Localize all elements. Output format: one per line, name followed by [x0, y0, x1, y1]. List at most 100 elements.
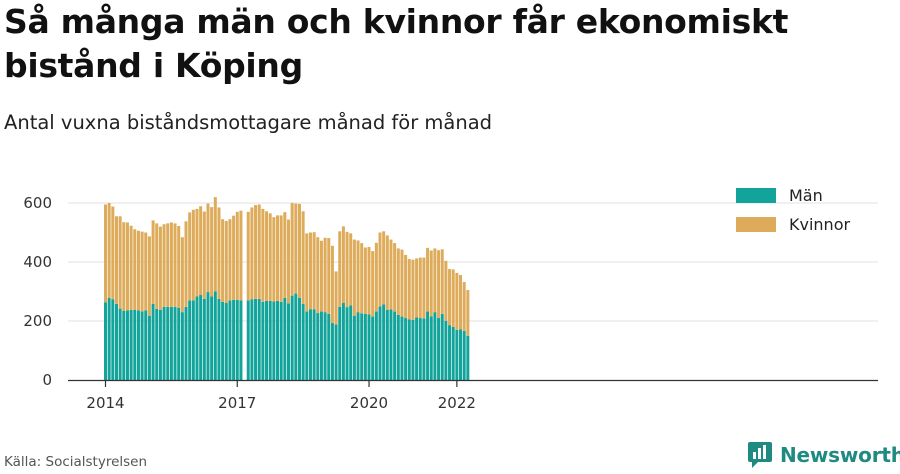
bar-kvinnor: [268, 213, 272, 301]
bar-man: [297, 297, 301, 380]
bar-man: [294, 293, 298, 380]
bar-man: [389, 309, 393, 380]
bar-man: [312, 309, 316, 380]
bar-kvinnor: [462, 282, 466, 332]
bar-kvinnor: [305, 233, 309, 312]
axes: 0 200 400 600 2014 2017 2020 2022: [23, 194, 878, 412]
bar-kvinnor: [111, 206, 115, 300]
bar-kvinnor: [312, 232, 316, 310]
bar-kvinnor: [217, 207, 221, 299]
bar-man: [305, 311, 309, 380]
bar-kvinnor: [104, 204, 107, 303]
bar-man: [250, 299, 254, 380]
bar-man: [400, 316, 404, 380]
bar-man: [239, 300, 243, 380]
bar-man: [155, 308, 159, 380]
bar-man: [290, 295, 294, 380]
bar-man: [301, 303, 305, 380]
brand-name: Newsworthy: [780, 443, 900, 467]
bar-man: [279, 301, 283, 380]
bar-kvinnor: [429, 250, 433, 317]
bar-kvinnor: [151, 220, 155, 304]
bar-man: [385, 309, 389, 380]
bar-man: [268, 300, 272, 380]
bar-man: [125, 310, 129, 380]
y-tick-label: 200: [23, 312, 52, 330]
bar-man: [448, 325, 452, 380]
bar-man: [235, 299, 239, 380]
bar-man: [407, 319, 411, 380]
bar-kvinnor: [290, 203, 294, 296]
bar-kvinnor: [448, 269, 452, 326]
bar-man: [217, 298, 221, 380]
bar-kvinnor: [169, 222, 173, 307]
bar-kvinnor: [254, 205, 258, 299]
bar-kvinnor: [360, 243, 364, 314]
bar-kvinnor: [283, 212, 287, 298]
legend-swatch: [736, 217, 776, 232]
bar-kvinnor: [228, 219, 232, 301]
bar-kvinnor: [206, 203, 210, 293]
bar-man: [261, 301, 265, 380]
bar-man: [202, 298, 206, 380]
bar-kvinnor: [279, 215, 283, 302]
bar-kvinnor: [415, 258, 419, 318]
bar-man: [374, 311, 378, 380]
bar-man: [180, 312, 184, 380]
bar-kvinnor: [272, 217, 276, 302]
bar-kvinnor: [261, 208, 265, 302]
bar-man: [433, 312, 437, 380]
bar-kvinnor: [341, 226, 345, 303]
bar-man: [330, 323, 334, 380]
bar-man: [166, 306, 170, 380]
source-note: Källa: Socialstyrelsen: [4, 454, 148, 470]
bar-man: [422, 318, 426, 380]
bar-kvinnor: [158, 226, 162, 310]
bar-man: [437, 318, 441, 380]
bar-kvinnor: [396, 248, 400, 315]
bar-kvinnor: [319, 240, 323, 312]
bar-man: [462, 331, 466, 380]
bar-man: [188, 300, 192, 380]
bar-kvinnor: [345, 231, 349, 308]
bar-kvinnor: [363, 247, 367, 314]
bar-man: [221, 301, 225, 380]
bar-kvinnor: [440, 249, 444, 314]
bar-man: [144, 310, 148, 380]
y-tick-label: 400: [23, 253, 52, 271]
bar-man: [257, 298, 261, 380]
bar-man: [265, 300, 269, 380]
bar-man: [104, 302, 107, 380]
bar-kvinnor: [173, 223, 177, 307]
x-tick-label: 2014: [86, 394, 124, 412]
bar-man: [147, 315, 151, 380]
bar-man: [316, 313, 320, 380]
bar-kvinnor: [385, 235, 389, 310]
bar-kvinnor: [235, 211, 239, 300]
bar-kvinnor: [224, 220, 228, 304]
bar-man: [367, 314, 371, 380]
bar-man: [133, 309, 137, 380]
bar-man: [393, 311, 397, 380]
brand-logo[interactable]: Newsworthy: [746, 440, 900, 470]
bar-kvinnor: [356, 240, 360, 313]
bar-kvinnor: [338, 231, 342, 307]
bar-kvinnor: [191, 209, 195, 301]
bar-kvinnor: [308, 232, 312, 310]
bar-kvinnor: [444, 260, 448, 321]
bar-man: [327, 313, 331, 380]
bar-kvinnor: [162, 224, 166, 307]
bar-man: [173, 306, 177, 380]
page-title: Så många män och kvinnor får ekonomiskt …: [4, 2, 789, 85]
bar-man: [444, 321, 448, 380]
bar-man: [411, 319, 415, 380]
bar-kvinnor: [382, 231, 386, 305]
bar-man: [210, 296, 214, 380]
bar-kvinnor: [114, 216, 118, 304]
bar-kvinnor: [136, 230, 140, 311]
bar-man: [319, 311, 323, 380]
bar-kvinnor: [257, 204, 261, 299]
bar-kvinnor: [232, 215, 236, 300]
bar-kvinnor: [239, 210, 243, 301]
